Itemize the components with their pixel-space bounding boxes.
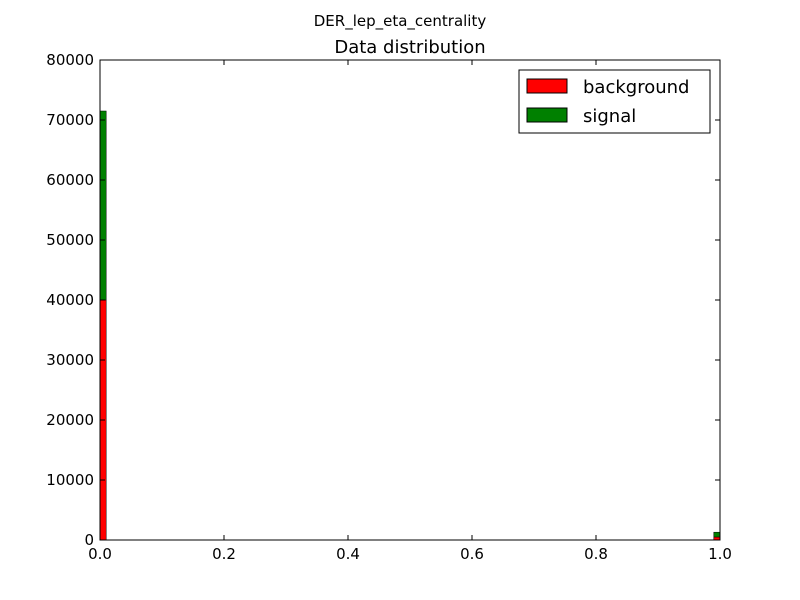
y-tick-label: 40000 xyxy=(46,291,94,309)
legend: background signal xyxy=(518,69,711,134)
chart-title: Data distribution xyxy=(334,37,485,58)
y-tick-label: 70000 xyxy=(46,111,94,129)
y-tick-label: 20000 xyxy=(46,411,94,429)
x-axis-ticks: 0.0 0.2 0.4 0.6 0.8 1.0 xyxy=(88,60,732,563)
legend-swatch-background xyxy=(526,78,568,94)
x-tick-label: 0.2 xyxy=(212,545,236,563)
y-tick-label: 10000 xyxy=(46,471,94,489)
legend-label-signal: signal xyxy=(583,106,636,127)
x-tick-label: 1.0 xyxy=(708,545,732,563)
y-axis-ticks: 0 10000 20000 30000 40000 50000 60000 70000 8000… xyxy=(46,51,720,549)
x-tick-label: 0.4 xyxy=(336,545,360,563)
y-tick-label: 50000 xyxy=(46,231,94,249)
y-tick-label: 60000 xyxy=(46,171,94,189)
x-tick-label: 0.8 xyxy=(584,545,608,563)
legend-label-background: background xyxy=(583,77,689,98)
bar-signal-1 xyxy=(713,531,721,538)
y-tick-label: 30000 xyxy=(46,351,94,369)
x-tick-label: 0.0 xyxy=(88,545,112,563)
bars-layer xyxy=(99,110,721,541)
y-tick-label: 80000 xyxy=(46,51,94,69)
chart-suptitle: DER_lep_eta_centrality xyxy=(314,12,487,31)
bar-signal-0 xyxy=(99,110,107,301)
y-tick-label: 0 xyxy=(84,531,94,549)
legend-swatch-signal xyxy=(526,107,568,123)
x-tick-label: 0.6 xyxy=(460,545,484,563)
